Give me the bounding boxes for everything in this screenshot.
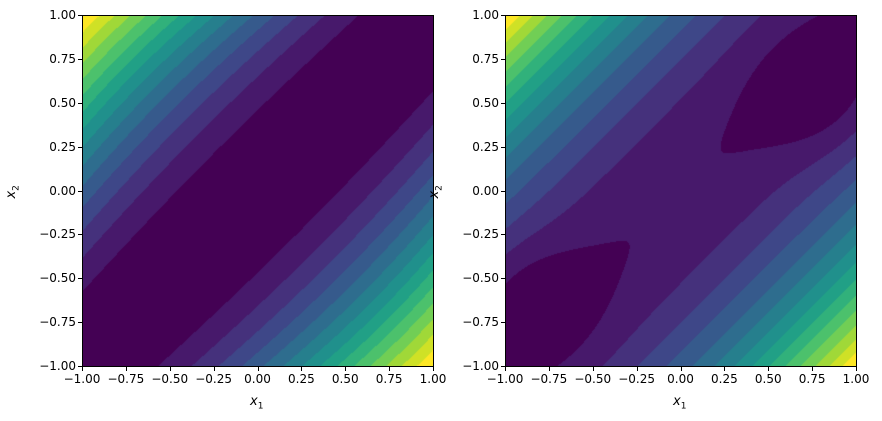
y-tick-label: −0.50 [39,271,76,286]
x-tick-mark [505,367,506,371]
x-tick-mark [592,367,594,371]
x-tick-mark [257,367,259,371]
right-xlabel: x21 [673,394,687,412]
y-tick-label: −0.75 [39,315,76,330]
y-tick-label: 0.50 [49,95,76,110]
x-tick-label: −0.50 [151,372,189,386]
y-tick-mark [501,15,505,16]
y-tick-mark [78,102,82,104]
y-tick-mark [501,58,505,60]
left-xlabel: x1 [250,394,264,412]
left-contour-plot [82,15,434,367]
x-tick-label: −0.50 [574,372,612,386]
x-tick-label: 1.00 [842,372,870,386]
x-tick-label: 0.50 [331,372,359,386]
y-tick-label: −0.75 [462,315,499,330]
y-tick-label: −0.25 [39,227,76,242]
x-tick-mark [345,367,347,371]
x-tick-label: 0.75 [375,372,403,386]
y-tick-mark [78,58,82,60]
x-tick-mark [301,367,303,371]
x-tick-mark [82,367,83,371]
y-tick-label: 0.00 [49,183,76,198]
y-tick-label: 0.50 [472,95,499,110]
y-tick-mark [501,366,505,367]
x-tick-mark [389,367,391,371]
y-tick-mark [501,278,505,280]
y-tick-mark [78,366,82,367]
y-tick-mark [78,190,82,192]
x-tick-label: −0.25 [618,372,656,386]
x-tick-mark [856,367,857,371]
y-tick-label: 0.25 [472,139,499,154]
left-contour-canvas [83,16,433,366]
x-tick-mark [768,367,770,371]
x-tick-mark [433,367,434,371]
x-tick-mark [812,367,814,371]
right-contour-canvas [506,16,856,366]
y-tick-label: −0.25 [462,227,499,242]
x-tick-mark [636,367,638,371]
x-tick-mark [724,367,726,371]
y-tick-label: 1.00 [472,8,499,22]
right-ylabel: x2 [426,185,445,199]
x-tick-mark [548,367,550,371]
x-tick-label: 0.25 [288,372,315,386]
y-tick-mark [501,146,505,148]
y-tick-mark [78,234,82,236]
x-tick-label: −0.75 [107,372,145,386]
y-tick-mark [78,322,82,324]
x-tick-mark [213,367,215,371]
right-contour-plot [505,15,857,367]
x-tick-label: −0.25 [195,372,233,386]
y-tick-label: −0.50 [462,271,499,286]
x-tick-label: 1.00 [419,372,447,386]
x-tick-label: 0.00 [667,372,694,386]
y-tick-mark [501,190,505,192]
x-tick-label: 0.00 [244,372,271,386]
left-ylabel: x2 [3,185,22,199]
x-tick-mark [169,367,171,371]
y-tick-label: 0.25 [49,139,76,154]
y-tick-label: 0.00 [472,183,499,198]
x-tick-mark [125,367,127,371]
y-tick-label: −1.00 [39,359,76,373]
y-tick-label: 1.00 [49,8,76,22]
x-tick-label: −1.00 [63,372,101,386]
x-tick-label: 0.75 [798,372,826,386]
x-tick-label: −0.75 [530,372,568,386]
x-tick-label: 0.25 [711,372,738,386]
y-tick-mark [501,322,505,324]
y-tick-mark [78,146,82,148]
y-tick-label: −1.00 [462,359,499,373]
y-tick-mark [501,234,505,236]
y-tick-label: 0.75 [472,51,499,66]
y-tick-mark [78,15,82,16]
y-tick-mark [78,278,82,280]
x-tick-label: −1.00 [486,372,524,386]
y-tick-label: 0.75 [49,51,76,66]
x-tick-mark [680,367,682,371]
y-tick-mark [501,102,505,104]
x-tick-label: 0.50 [754,372,782,386]
